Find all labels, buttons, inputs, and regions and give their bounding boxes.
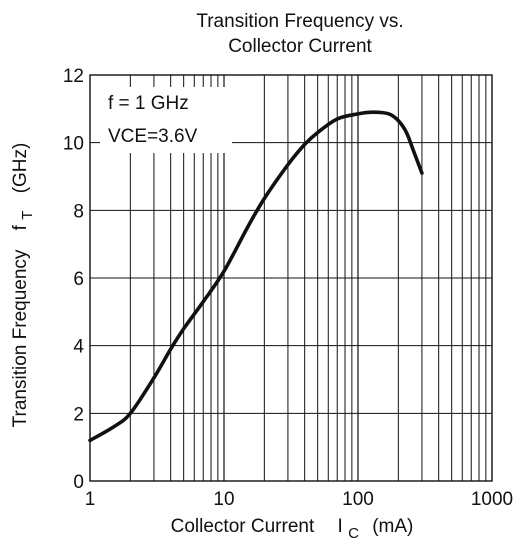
annotation-frequency: f = 1 GHz <box>108 93 189 114</box>
chart-title-line-2: Collector Current <box>228 36 372 57</box>
x-axis-label-main: Collector Current <box>171 516 315 537</box>
x-tick-label: 1 <box>85 489 96 510</box>
y-axis-label-unit: (GHz) <box>10 143 31 194</box>
x-tick-labels: 1 10 100 1000 <box>85 489 513 510</box>
chart-title-line-1: Transition Frequency vs. <box>196 11 403 32</box>
x-tick-label: 1000 <box>471 489 513 510</box>
x-axis-label: Collector Current I C (mA) <box>171 516 414 543</box>
series-line <box>88 110 424 443</box>
x-axis-label-subscript: C <box>348 525 359 542</box>
x-tick-label: 100 <box>342 489 374 510</box>
y-axis-label-subscript: T <box>19 211 36 220</box>
y-axis-label-main: Transition Frequency <box>10 249 31 427</box>
x-axis-label-unit: (mA) <box>372 516 413 537</box>
y-axis-label: Transition Frequency f T (GHz) <box>10 143 37 428</box>
y-tick-label: 12 <box>63 66 84 87</box>
x-tick-label: 10 <box>213 489 234 510</box>
annotations: f = 1 GHz VCE=3.6V <box>100 87 232 153</box>
x-axis-label-symbol: I <box>338 516 343 537</box>
y-tick-label: 10 <box>63 134 84 155</box>
annotation-vce: VCE=3.6V <box>108 126 198 147</box>
y-tick-label: 6 <box>73 269 84 290</box>
y-tick-label: 8 <box>73 201 84 222</box>
y-tick-label: 4 <box>73 337 84 358</box>
y-axis-label-symbol: f <box>10 224 31 230</box>
series-group <box>88 110 424 443</box>
annotation-box <box>100 87 232 153</box>
y-tick-labels: 0 2 4 6 8 10 12 <box>63 66 85 493</box>
y-tick-label: 0 <box>73 472 84 493</box>
y-tick-label: 2 <box>73 404 84 425</box>
plot-frame <box>89 74 493 482</box>
